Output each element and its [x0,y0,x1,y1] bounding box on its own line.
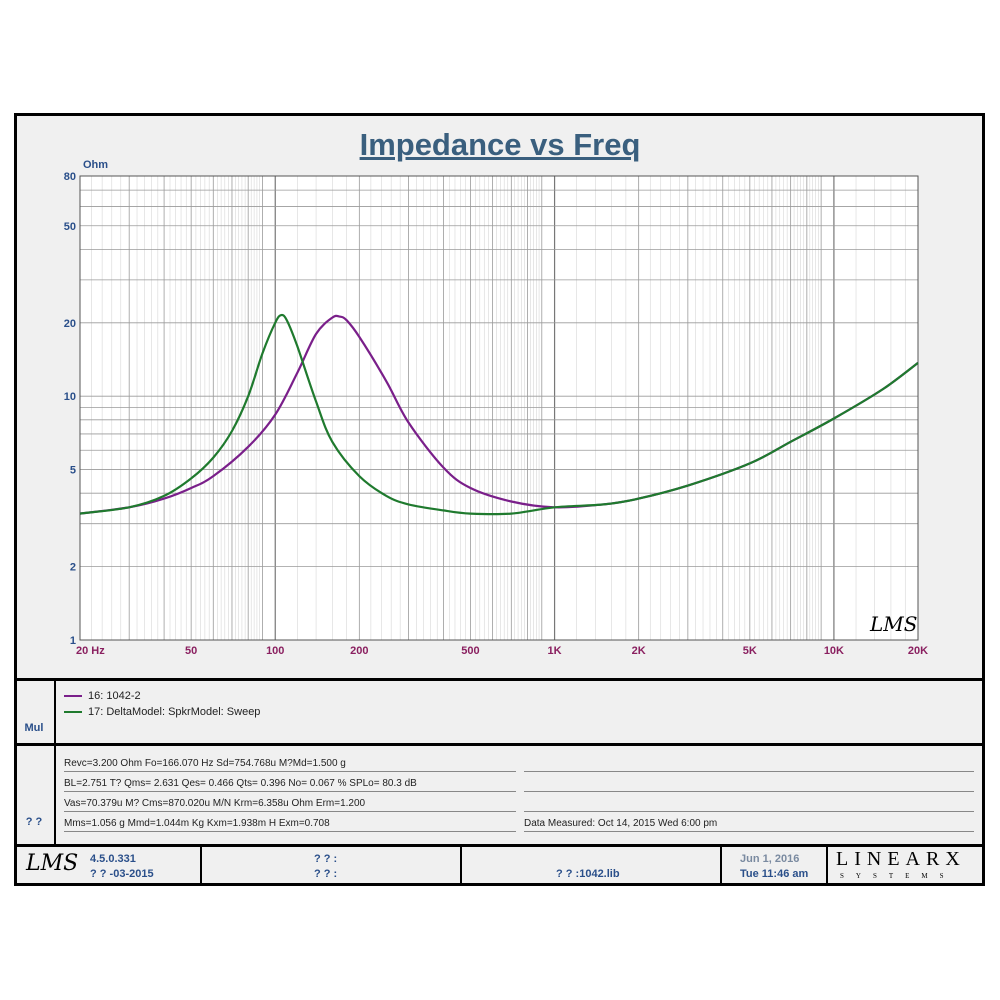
legend-label-2: 17: DeltaModel: SpkrModel: Sweep [88,706,261,718]
legend-entry-1: 16: 1042-2 [64,690,141,702]
params-side-label: ? ? [25,816,43,828]
param-line-1: Revc=3.200 Ohm Fo=166.070 Hz Sd=754.768u… [64,757,516,772]
tick-labels: 1 2 5 10 20 50 80 20 Hz 50 100 200 500 1K 2K 5K 10K 20K [64,171,928,657]
right-line-3 [524,797,974,812]
y-tick-label: 80 [64,171,76,183]
build-date-text: ? ? -03-2015 [90,868,154,880]
x-tick-label: 50 [185,645,197,657]
x-tick-label: 1K [548,645,562,657]
lms-logo: LMS [26,851,79,876]
param-line-3: Vas=70.379u M? Cms=870.020u M/N Krm=6.35… [64,797,516,812]
legend-swatch-green [64,711,82,713]
linearx-systems-text: SYSTEMS [840,872,956,880]
footer-time: Tue 11:46 am [740,868,809,880]
library-text: ? ? :1042.lib [556,868,620,880]
version-text: 4.5.0.331 [90,853,136,865]
linearx-logo: LINEARX [836,848,966,870]
chart-title: Impedance vs Freq [359,127,641,162]
y-tick-label: 1 [70,635,76,647]
footer-field-2: ? ? : [314,868,338,880]
legend-entry-2: 17: DeltaModel: SpkrModel: Sweep [64,706,260,718]
x-tick-label: 2K [632,645,646,657]
x-tick-label: 500 [461,645,479,657]
footer-divider-2 [460,846,462,884]
y-tick-label: 50 [64,221,76,233]
param-line-2: BL=2.751 T? Qms= 2.631 Qes= 0.466 Qts= 0… [64,777,516,792]
footer-field-1: ? ? : [314,853,338,865]
footer-divider-4 [826,846,828,884]
data-measured: Data Measured: Oct 14, 2015 Wed 6:00 pm [524,817,974,832]
y-axis-label: Ohm [83,159,108,171]
divider-footer-top [14,844,985,847]
plot-area [80,176,918,640]
x-tick-label: 100 [266,645,284,657]
footer-date: Jun 1, 2016 [740,853,800,865]
right-line-2 [524,777,974,792]
curves [79,313,919,516]
grid [79,175,919,641]
footer-divider-1 [200,846,202,884]
y-tick-label: 5 [70,465,76,477]
divider-legend-bottom [14,743,985,746]
x-tick-label: 5K [743,645,757,657]
y-tick-label: 10 [64,391,76,403]
lms-watermark: LMS [869,612,917,636]
y-tick-label: 2 [70,562,76,574]
legend-side-label: Mul [24,722,44,734]
series-line-2 [79,313,919,516]
param-line-4: Mms=1.056 g Mmd=1.044m Kg Kxm=1.938m H E… [64,817,516,832]
divider-legend-top [14,678,985,681]
y-tick-label: 20 [64,318,76,330]
x-tick-label: 20 Hz [76,645,105,657]
right-line-1 [524,757,974,772]
plot-border [79,175,919,641]
legend-swatch-purple [64,695,82,697]
divider-side-column [54,680,56,844]
footer-divider-3 [720,846,722,884]
x-tick-label: 20K [908,645,928,657]
x-tick-label: 10K [824,645,844,657]
x-tick-label: 200 [350,645,368,657]
legend-label-1: 16: 1042-2 [88,690,141,702]
